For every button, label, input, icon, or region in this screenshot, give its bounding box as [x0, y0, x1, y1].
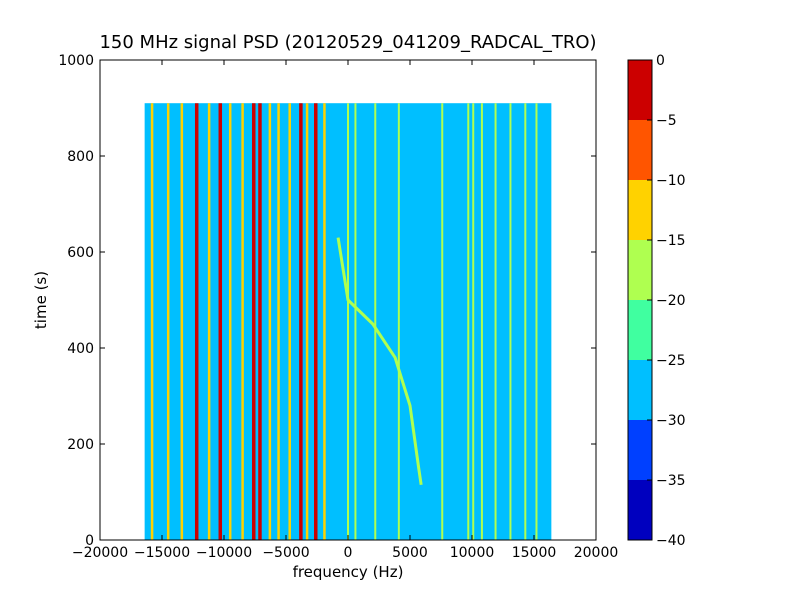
colorbar-tick-label: −15 [656, 233, 686, 249]
colorbar-band [628, 240, 652, 300]
colorbar-tick-label: −5 [656, 113, 677, 129]
colorbar-tick-label: −10 [656, 173, 686, 189]
colorbar-bands [628, 60, 652, 540]
x-tick-label: −20000 [72, 545, 128, 561]
x-tick-label: −15000 [134, 545, 190, 561]
y-tick-label: 1000 [58, 53, 94, 69]
colorbar-tick-label: −40 [656, 533, 686, 549]
x-tick-label: 20000 [574, 545, 619, 561]
colorbar-band [628, 420, 652, 480]
y-tick-label: 0 [85, 533, 94, 549]
x-tick-label: 5000 [392, 545, 428, 561]
colorbar-band [628, 360, 652, 420]
colorbar-band [628, 480, 652, 540]
colorbar-tick-label: −20 [656, 293, 686, 309]
x-tick-label: −5000 [262, 545, 309, 561]
colorbar: 0 −5 −10 −15 −20 −25 −30 −35 −40 [627, 53, 686, 549]
x-tick-label: 15000 [512, 545, 557, 561]
chirp-trace [336, 237, 423, 486]
y-tick-label: 400 [67, 341, 94, 357]
colorbar-tick-label: −30 [656, 413, 686, 429]
colorbar-ticks: 0 −5 −10 −15 −20 −25 −30 −35 −40 [647, 53, 686, 549]
y-tick-label: 800 [67, 149, 94, 165]
chart-title: 150 MHz signal PSD (20120529_041209_RADC… [99, 32, 596, 53]
colorbar-tick-label: −25 [656, 353, 686, 369]
colorbar-tick-label: −35 [656, 473, 686, 489]
colorbar-tick-label: 0 [656, 53, 665, 69]
x-tick-label: −10000 [196, 545, 252, 561]
y-axis: 0 200 400 600 800 1000 [58, 53, 596, 549]
colorbar-band [628, 300, 652, 360]
y-tick-label: 200 [67, 437, 94, 453]
colorbar-band [628, 120, 652, 180]
x-tick-label: 0 [344, 545, 353, 561]
x-tick-label: 10000 [450, 545, 495, 561]
y-axis-label: time (s) [32, 271, 50, 329]
plot-area: −20000 −15000 −10000 −5000 0 5000 10000 15000 20… [58, 53, 618, 561]
x-axis-label: frequency (Hz) [293, 563, 404, 581]
y-tick-label: 600 [67, 245, 94, 261]
x-axis: −20000 −15000 −10000 −5000 0 5000 10000 15000 20… [72, 60, 618, 561]
colorbar-band [628, 180, 652, 240]
spectrogram-heatmap [144, 103, 552, 540]
colorbar-band [628, 60, 652, 120]
